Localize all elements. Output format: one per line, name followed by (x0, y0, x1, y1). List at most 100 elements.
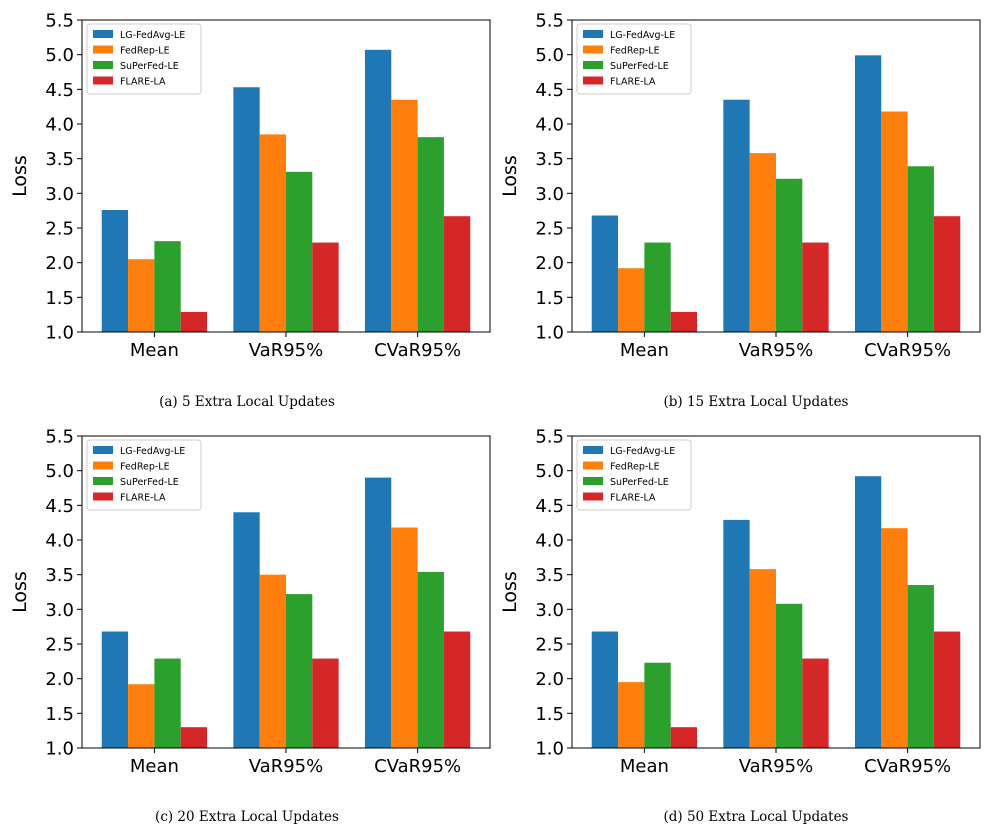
bar-fedrep-le-var95 (259, 134, 286, 332)
y-tick-label: 1.0 (45, 739, 74, 760)
y-tick-label: 2.0 (45, 669, 74, 690)
y-tick-label: 3.5 (45, 565, 74, 586)
bar-flare-la-mean (180, 727, 208, 748)
chart-panel-3: 1.0 1.5 2.0 2.5 3.0 3.5 4.0 4.5 5.0 5.5 Mean VaR95%… (9, 427, 491, 824)
legend: LG-FedAvg-LE FedRep-LE SuPerFed-LE FLARE-LA (86, 23, 202, 95)
y-tick-label: 2.5 (45, 635, 74, 656)
legend-swatch (583, 30, 603, 38)
bar-lg-fedavg-le-mean (591, 631, 619, 748)
legend-swatch (583, 76, 603, 85)
legend-swatch (93, 30, 113, 38)
legend-entry: FedRep-LE (610, 462, 660, 473)
bar-lg-fedavg-le-var95 (233, 87, 260, 332)
legend-swatch (583, 45, 603, 54)
chart-panel-1: 1.0 1.5 2.0 2.5 3.0 3.5 4.0 4.5 5.0 5.5 Mean VaR95%… (9, 11, 491, 410)
bar-lg-fedavg-le-mean (101, 209, 129, 332)
y-tick-label: 2.0 (535, 669, 564, 690)
y-tick-label: 2.0 (45, 253, 74, 274)
y-tick-label: 1.5 (535, 288, 564, 309)
x-tick-label: CVaR95% (374, 340, 461, 361)
bar-flare-la-cvar95 (443, 216, 471, 332)
x-tick-label: Mean (620, 340, 669, 361)
y-axis-label: Loss (499, 155, 521, 197)
legend: LG-FedAvg-LE FedRep-LE SuPerFed-LE FLARE-LA (86, 439, 202, 511)
legend-entry: FLARE-LA (610, 77, 656, 88)
y-tick-label: 2.5 (535, 635, 564, 656)
bar-superfed-le-cvar95 (907, 166, 934, 332)
y-tick-label: 3.0 (45, 600, 74, 621)
legend-entry: LG-FedAvg-LE (610, 30, 675, 41)
bar-lg-fedavg-le-var95 (723, 519, 750, 748)
bar-superfed-le-var95 (286, 171, 313, 332)
bar-fedrep-le-var95 (259, 574, 286, 748)
legend-entry: SuPerFed-LE (610, 61, 669, 72)
y-tick-label: 2.5 (45, 219, 74, 240)
y-axis-label: Loss (9, 155, 31, 197)
panel-caption: (d) 50 Extra Local Updates (664, 809, 849, 824)
y-tick-label: 5.0 (535, 45, 564, 66)
legend-swatch (93, 76, 113, 85)
chart-panel-4: 1.0 1.5 2.0 2.5 3.0 3.5 4.0 4.5 5.0 5.5 Mean VaR95%… (499, 427, 981, 824)
x-tick-label: CVaR95% (864, 756, 951, 777)
panel-caption: (b) 15 Extra Local Updates (664, 394, 849, 410)
y-tick-label: 5.5 (535, 11, 564, 32)
x-tick-label: CVaR95% (374, 756, 461, 777)
bar-flare-la-mean (180, 311, 208, 332)
legend-swatch (583, 61, 603, 69)
legend-entry: SuPerFed-LE (610, 477, 669, 488)
bar-lg-fedavg-le-var95 (233, 512, 260, 748)
legend-swatch (583, 446, 603, 454)
y-tick-label: 1.0 (535, 739, 564, 760)
bar-flare-la-var95 (312, 658, 339, 748)
bar-superfed-le-cvar95 (417, 137, 444, 332)
bar-fedrep-le-mean (128, 684, 155, 748)
y-tick-label: 4.0 (535, 531, 564, 552)
legend: LG-FedAvg-LE FedRep-LE SuPerFed-LE FLARE-LA (576, 23, 692, 95)
y-tick-label: 4.0 (535, 115, 564, 136)
y-tick-label: 3.0 (535, 600, 564, 621)
y-tick-label: 4.0 (45, 531, 74, 552)
legend-entry: LG-FedAvg-LE (120, 30, 185, 41)
legend-entry: LG-FedAvg-LE (120, 446, 185, 457)
legend-entry: FedRep-LE (120, 462, 170, 473)
y-tick-label: 3.5 (45, 149, 74, 170)
bar-fedrep-le-var95 (749, 153, 776, 332)
legend-entry: FedRep-LE (610, 46, 660, 57)
legend-entry: SuPerFed-LE (120, 61, 179, 72)
y-tick-label: 4.5 (45, 80, 74, 101)
bar-lg-fedavg-le-mean (591, 215, 619, 332)
bar-fedrep-le-cvar95 (881, 111, 908, 333)
bar-fedrep-le-cvar95 (391, 527, 418, 748)
bar-flare-la-cvar95 (933, 216, 961, 332)
bar-superfed-le-var95 (776, 603, 803, 748)
bar-lg-fedavg-le-cvar95 (364, 477, 392, 748)
bar-lg-fedavg-le-mean (101, 631, 129, 748)
bar-fedrep-le-cvar95 (391, 99, 418, 332)
bar-superfed-le-cvar95 (907, 585, 934, 748)
chart-panel-2: 1.0 1.5 2.0 2.5 3.0 3.5 4.0 4.5 5.0 5.5 Mean VaR95%… (499, 11, 981, 410)
x-tick-label: VaR95% (249, 340, 323, 361)
bar-superfed-le-mean (644, 242, 671, 332)
bar-flare-la-var95 (802, 658, 829, 748)
bar-superfed-le-var95 (286, 594, 313, 748)
legend-box (576, 439, 692, 511)
y-tick-label: 1.5 (535, 704, 564, 725)
y-tick-label: 1.0 (535, 323, 564, 344)
x-tick-label: CVaR95% (864, 340, 951, 361)
y-tick-label: 1.5 (45, 288, 74, 309)
legend: LG-FedAvg-LE FedRep-LE SuPerFed-LE FLARE-LA (576, 439, 692, 511)
legend-box (86, 23, 202, 95)
legend-swatch (583, 461, 603, 470)
y-tick-label: 2.5 (535, 219, 564, 240)
y-tick-label: 5.5 (45, 427, 74, 448)
legend-entry: FLARE-LA (120, 77, 166, 88)
bar-fedrep-le-mean (128, 259, 155, 332)
legend-swatch (93, 446, 113, 454)
bar-fedrep-le-mean (618, 268, 645, 332)
legend-box (576, 23, 692, 95)
legend-swatch (93, 492, 113, 501)
legend-entry: FedRep-LE (120, 46, 170, 57)
y-tick-label: 4.5 (535, 80, 564, 101)
bar-flare-la-cvar95 (933, 631, 961, 748)
y-tick-label: 5.0 (535, 461, 564, 482)
